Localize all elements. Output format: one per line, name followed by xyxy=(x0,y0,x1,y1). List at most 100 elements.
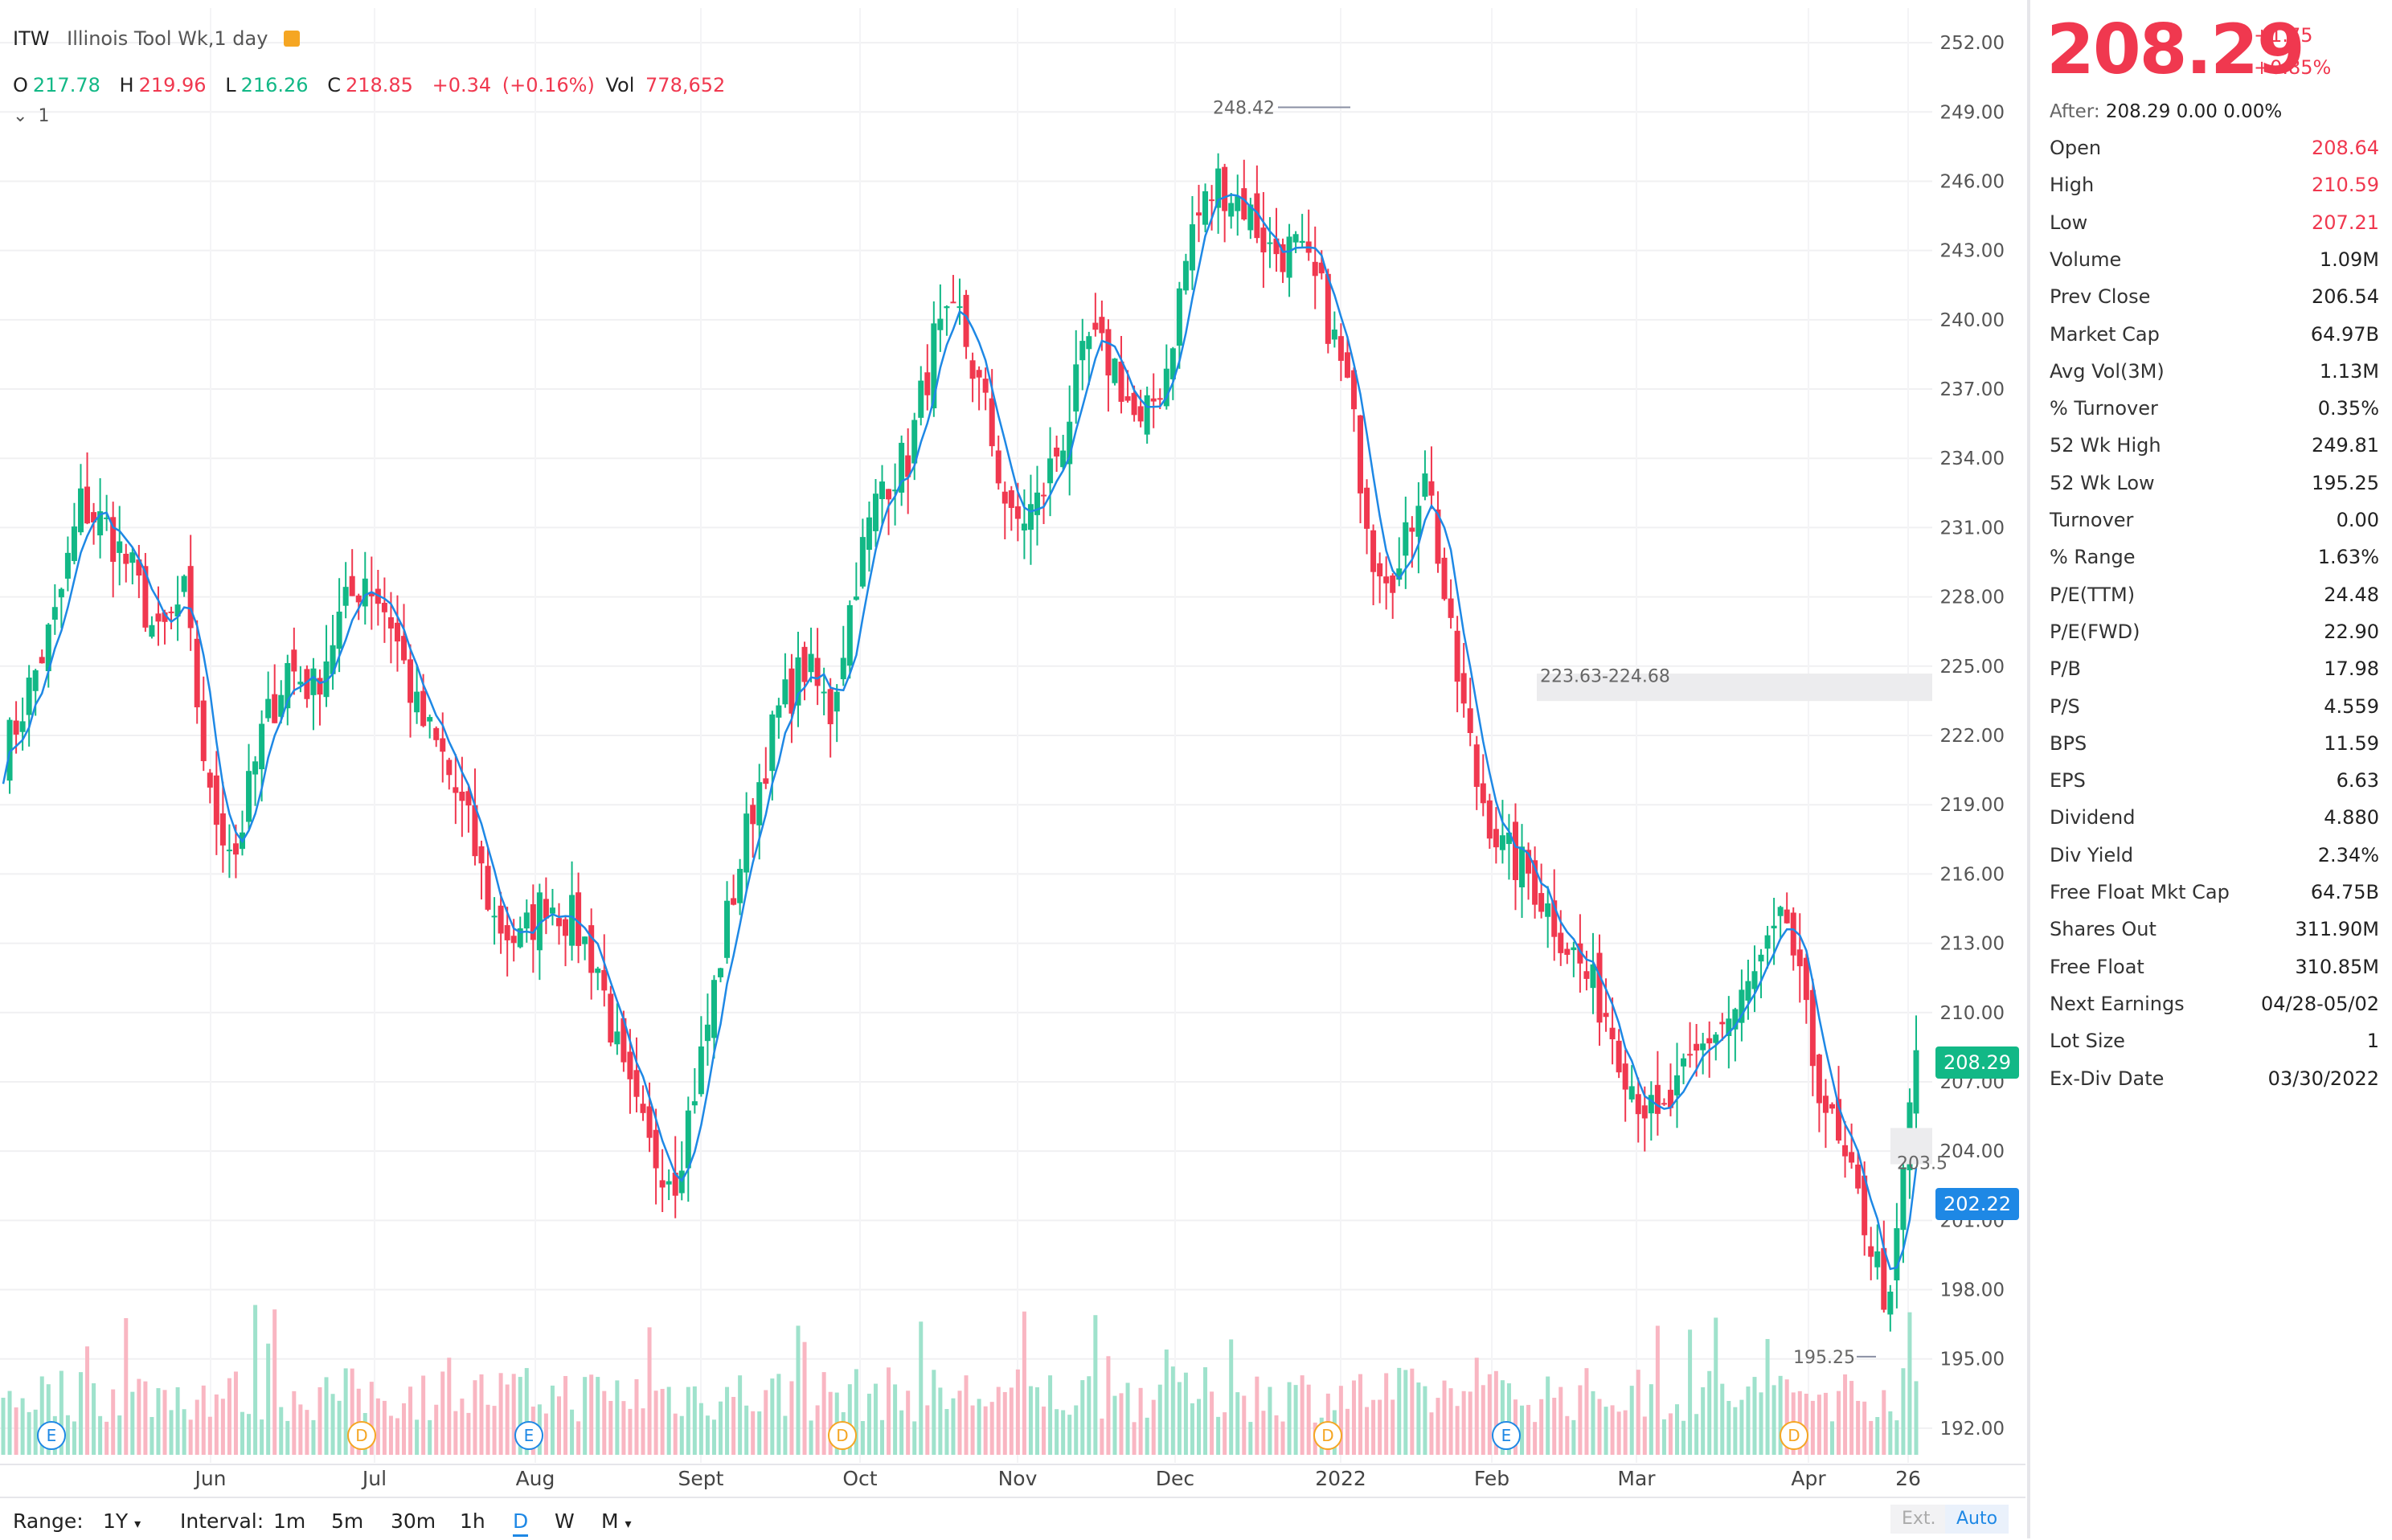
volume-bar xyxy=(233,1371,238,1455)
candle-body xyxy=(1473,744,1480,787)
volume-bar xyxy=(1907,1312,1912,1455)
volume-bar xyxy=(951,1398,956,1455)
volume-bar xyxy=(1649,1384,1653,1455)
volume-bar xyxy=(1597,1399,1602,1455)
stat-value: 1.09M xyxy=(2319,248,2379,271)
volume-bar xyxy=(1203,1367,1208,1455)
auto-button[interactable]: Auto xyxy=(1945,1505,2009,1534)
candle-body xyxy=(453,787,459,793)
candle-body xyxy=(19,721,26,732)
candle-body xyxy=(1150,398,1157,402)
interval-30m[interactable]: 30m xyxy=(391,1509,436,1533)
candle-body xyxy=(1771,925,1777,929)
candle-body xyxy=(265,698,272,719)
volume-bar xyxy=(1520,1405,1525,1455)
volume-bar xyxy=(1759,1392,1763,1455)
y-tick-label: 216.00 xyxy=(1940,864,2005,885)
y-tick-label: 243.00 xyxy=(1940,241,2005,262)
y-tick-label: 231.00 xyxy=(1940,518,2005,539)
change-value: +0.34 xyxy=(432,74,492,96)
price-chart[interactable]: 252.00 249.00 246.00 243.00 240.00 237.00 234.… xyxy=(0,0,2025,1495)
candle-body xyxy=(207,772,213,788)
stat-row: Ex-Div Date 03/30/2022 xyxy=(2050,1067,2379,1104)
x-tick-label: Aug xyxy=(516,1467,555,1490)
interval-5m[interactable]: 5m xyxy=(331,1509,364,1533)
candle-body xyxy=(1054,447,1060,457)
volume-bar xyxy=(1248,1422,1253,1455)
ext-button[interactable]: Ext. xyxy=(1890,1505,1948,1534)
candle-body xyxy=(155,613,162,622)
y-tick-label: 219.00 xyxy=(1940,795,2005,816)
chart-area[interactable]: 252.00 249.00 246.00 243.00 240.00 237.00 234.… xyxy=(0,0,2025,1495)
volume-bar xyxy=(1015,1369,1020,1455)
candle-body xyxy=(640,1104,646,1113)
volume-bar xyxy=(1707,1370,1712,1455)
volume-bar xyxy=(375,1398,380,1455)
candle-body xyxy=(1571,947,1577,951)
volume-bar xyxy=(369,1382,374,1455)
volume-bar xyxy=(1,1397,6,1455)
candle-body xyxy=(1486,800,1493,839)
y-tick-label: 204.00 xyxy=(1940,1141,2005,1162)
candle-body xyxy=(420,690,427,727)
candle-body xyxy=(349,575,355,596)
volume-bar xyxy=(570,1409,575,1455)
candle-body xyxy=(569,895,575,946)
candle-body xyxy=(1674,1075,1680,1096)
stat-row: High 210.59 xyxy=(2050,174,2379,211)
stat-row: Shares Out 311.90M xyxy=(2050,918,2379,955)
candle-body xyxy=(478,846,485,864)
volume-bar xyxy=(550,1385,555,1455)
interval-w[interactable]: W xyxy=(555,1509,575,1533)
volume-bar xyxy=(692,1386,697,1455)
candle-body xyxy=(1796,949,1803,967)
candle-body xyxy=(1273,238,1280,255)
volume-bar xyxy=(873,1383,878,1455)
notes-icon[interactable] xyxy=(284,31,301,47)
interval-d[interactable]: D xyxy=(513,1509,529,1537)
volume-bar xyxy=(247,1414,252,1455)
volume-bar xyxy=(641,1408,645,1455)
close-value: 218.85 xyxy=(345,74,413,96)
interval-1h[interactable]: 1h xyxy=(460,1509,485,1533)
y-tick-label: 228.00 xyxy=(1940,588,2005,608)
volume-bar xyxy=(899,1410,904,1455)
event-marker-label: E xyxy=(47,1426,57,1445)
volume-bar xyxy=(434,1404,439,1455)
chevron-down-icon[interactable]: ⌄ xyxy=(13,106,28,126)
candle-body xyxy=(1868,1246,1874,1257)
volume-bar xyxy=(14,1407,18,1455)
candle-body xyxy=(485,866,491,910)
volume-bar xyxy=(1746,1386,1751,1455)
volume-bar xyxy=(1784,1379,1789,1455)
range-select[interactable]: 1Y ▾ xyxy=(103,1509,141,1533)
volume-bar xyxy=(117,1415,122,1455)
volume-bar xyxy=(408,1386,413,1455)
volume-bar xyxy=(1280,1421,1285,1455)
volume-bar xyxy=(1533,1422,1538,1455)
candle-body xyxy=(304,669,310,699)
candle-body xyxy=(1358,415,1364,494)
volume-bar xyxy=(1080,1380,1085,1455)
price-change-pct: +0.85% xyxy=(2254,56,2332,79)
candle-body xyxy=(110,517,117,562)
candle-body xyxy=(1706,1038,1713,1044)
candle-body xyxy=(846,604,853,666)
candle-body xyxy=(924,372,931,395)
candle-body xyxy=(1448,598,1454,618)
volume-bar xyxy=(1843,1374,1848,1455)
volume-bar xyxy=(137,1378,141,1455)
indicator-toggle[interactable]: ⌄ 1 xyxy=(13,106,54,126)
volume-bar xyxy=(789,1381,794,1455)
stat-row: % Range 1.63% xyxy=(2050,546,2379,583)
volume-bar xyxy=(1804,1393,1808,1455)
candle-body xyxy=(1441,557,1448,600)
stat-value: 4.559 xyxy=(2324,694,2379,718)
volume-bar xyxy=(27,1411,31,1455)
candle-body xyxy=(1008,490,1014,508)
high-value: 219.96 xyxy=(138,74,207,96)
interval-1m[interactable]: 1m xyxy=(273,1509,306,1533)
candle-body xyxy=(32,670,39,691)
volume-bar xyxy=(1138,1387,1143,1455)
interval-m[interactable]: M ▾ xyxy=(601,1509,632,1533)
